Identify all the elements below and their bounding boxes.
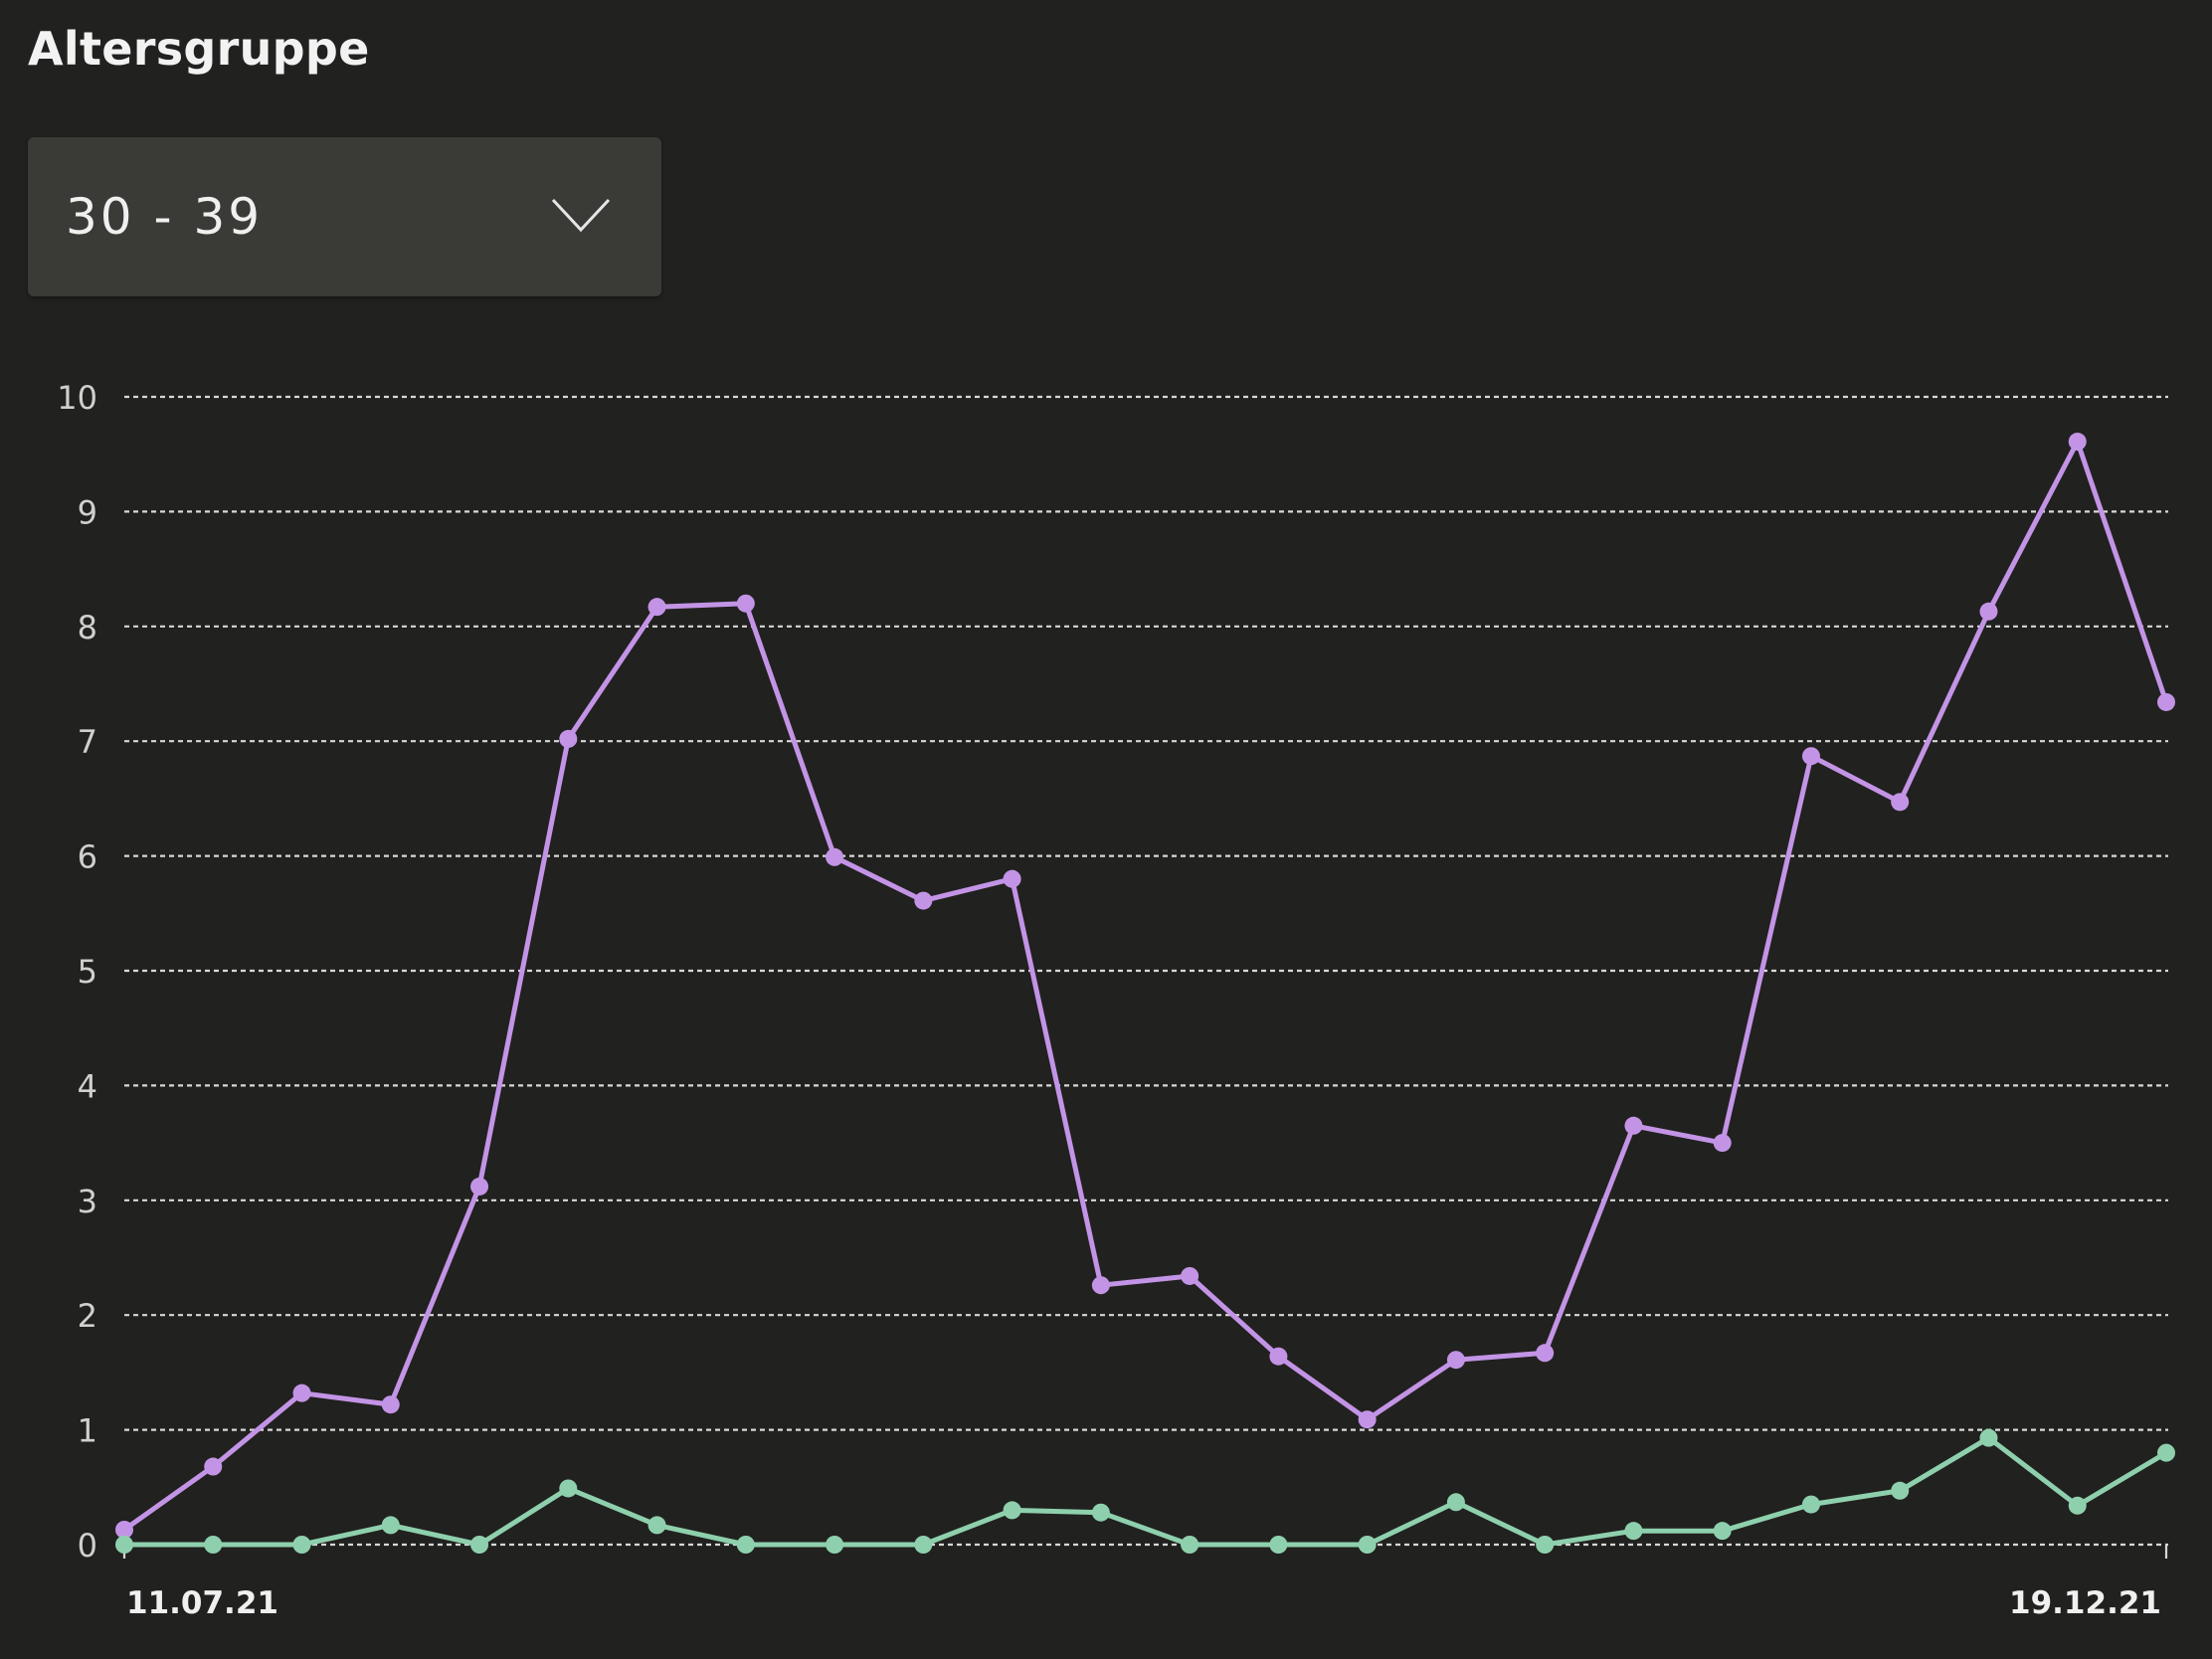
data-point <box>736 594 755 613</box>
data-point <box>1891 793 1910 812</box>
data-point <box>826 847 844 866</box>
data-point <box>914 891 933 910</box>
data-point <box>2068 433 2087 452</box>
data-point <box>1801 1495 1820 1514</box>
y-tick-label: 0 <box>78 1527 97 1565</box>
data-point <box>1536 1344 1555 1363</box>
data-point <box>826 1536 844 1554</box>
series-line-1 <box>121 439 2169 1533</box>
data-point <box>1091 1503 1110 1522</box>
data-point <box>115 1536 133 1554</box>
y-tick-label: 2 <box>78 1297 97 1335</box>
age-group-selected-value: 30 - 39 <box>66 188 264 246</box>
data-point <box>2068 1496 2087 1515</box>
data-point <box>736 1536 755 1554</box>
series-line-2 <box>121 1435 2169 1548</box>
data-point <box>1536 1536 1555 1554</box>
data-point <box>381 1516 400 1535</box>
data-point <box>1269 1347 1288 1366</box>
data-point <box>1091 1276 1110 1295</box>
data-point <box>1979 1428 1998 1447</box>
data-point <box>1181 1536 1199 1554</box>
data-point <box>647 598 666 617</box>
data-point <box>1446 1493 1465 1512</box>
data-point <box>1003 1501 1021 1520</box>
data-point <box>1624 1522 1643 1541</box>
data-point <box>1358 1536 1377 1554</box>
y-tick-label: 6 <box>78 838 97 876</box>
data-point <box>1891 1481 1910 1500</box>
y-tick-label: 8 <box>78 609 97 646</box>
data-point <box>204 1457 223 1476</box>
x-tick-label: 19.12.21 <box>2009 1585 2161 1621</box>
data-point <box>1269 1536 1288 1554</box>
data-point <box>1446 1351 1465 1370</box>
y-tick-label: 3 <box>78 1183 97 1220</box>
data-point <box>2157 1443 2175 1462</box>
data-point <box>1624 1116 1643 1135</box>
y-tick-label: 10 <box>57 379 97 417</box>
age-group-title: Altersgruppe <box>28 22 370 76</box>
data-point <box>204 1536 223 1554</box>
data-point <box>1181 1266 1199 1285</box>
data-point <box>559 729 578 748</box>
data-point <box>647 1516 666 1535</box>
data-point <box>1003 869 1021 888</box>
data-point <box>914 1536 933 1554</box>
data-point <box>470 1536 489 1554</box>
age-group-dropdown[interactable]: 30 - 39 <box>28 137 661 296</box>
data-point <box>115 1520 133 1539</box>
data-point <box>292 1383 311 1402</box>
y-tick-label: 1 <box>78 1412 97 1450</box>
data-point <box>381 1395 400 1414</box>
data-point <box>1713 1134 1732 1153</box>
data-point <box>292 1536 311 1554</box>
data-point <box>1801 747 1820 766</box>
gridlines <box>124 395 2168 1547</box>
y-tick-label: 5 <box>78 953 97 991</box>
data-point <box>1979 602 1998 621</box>
x-tick-label: 11.07.21 <box>126 1585 278 1621</box>
y-tick-label: 7 <box>78 723 97 761</box>
y-tick-label: 4 <box>78 1067 97 1105</box>
chevron-down-icon <box>551 198 611 233</box>
y-tick-label: 9 <box>78 493 97 531</box>
data-point <box>470 1177 489 1196</box>
data-point <box>1358 1410 1377 1429</box>
data-point <box>559 1479 578 1498</box>
data-point <box>1713 1522 1732 1541</box>
data-point <box>2157 692 2175 711</box>
